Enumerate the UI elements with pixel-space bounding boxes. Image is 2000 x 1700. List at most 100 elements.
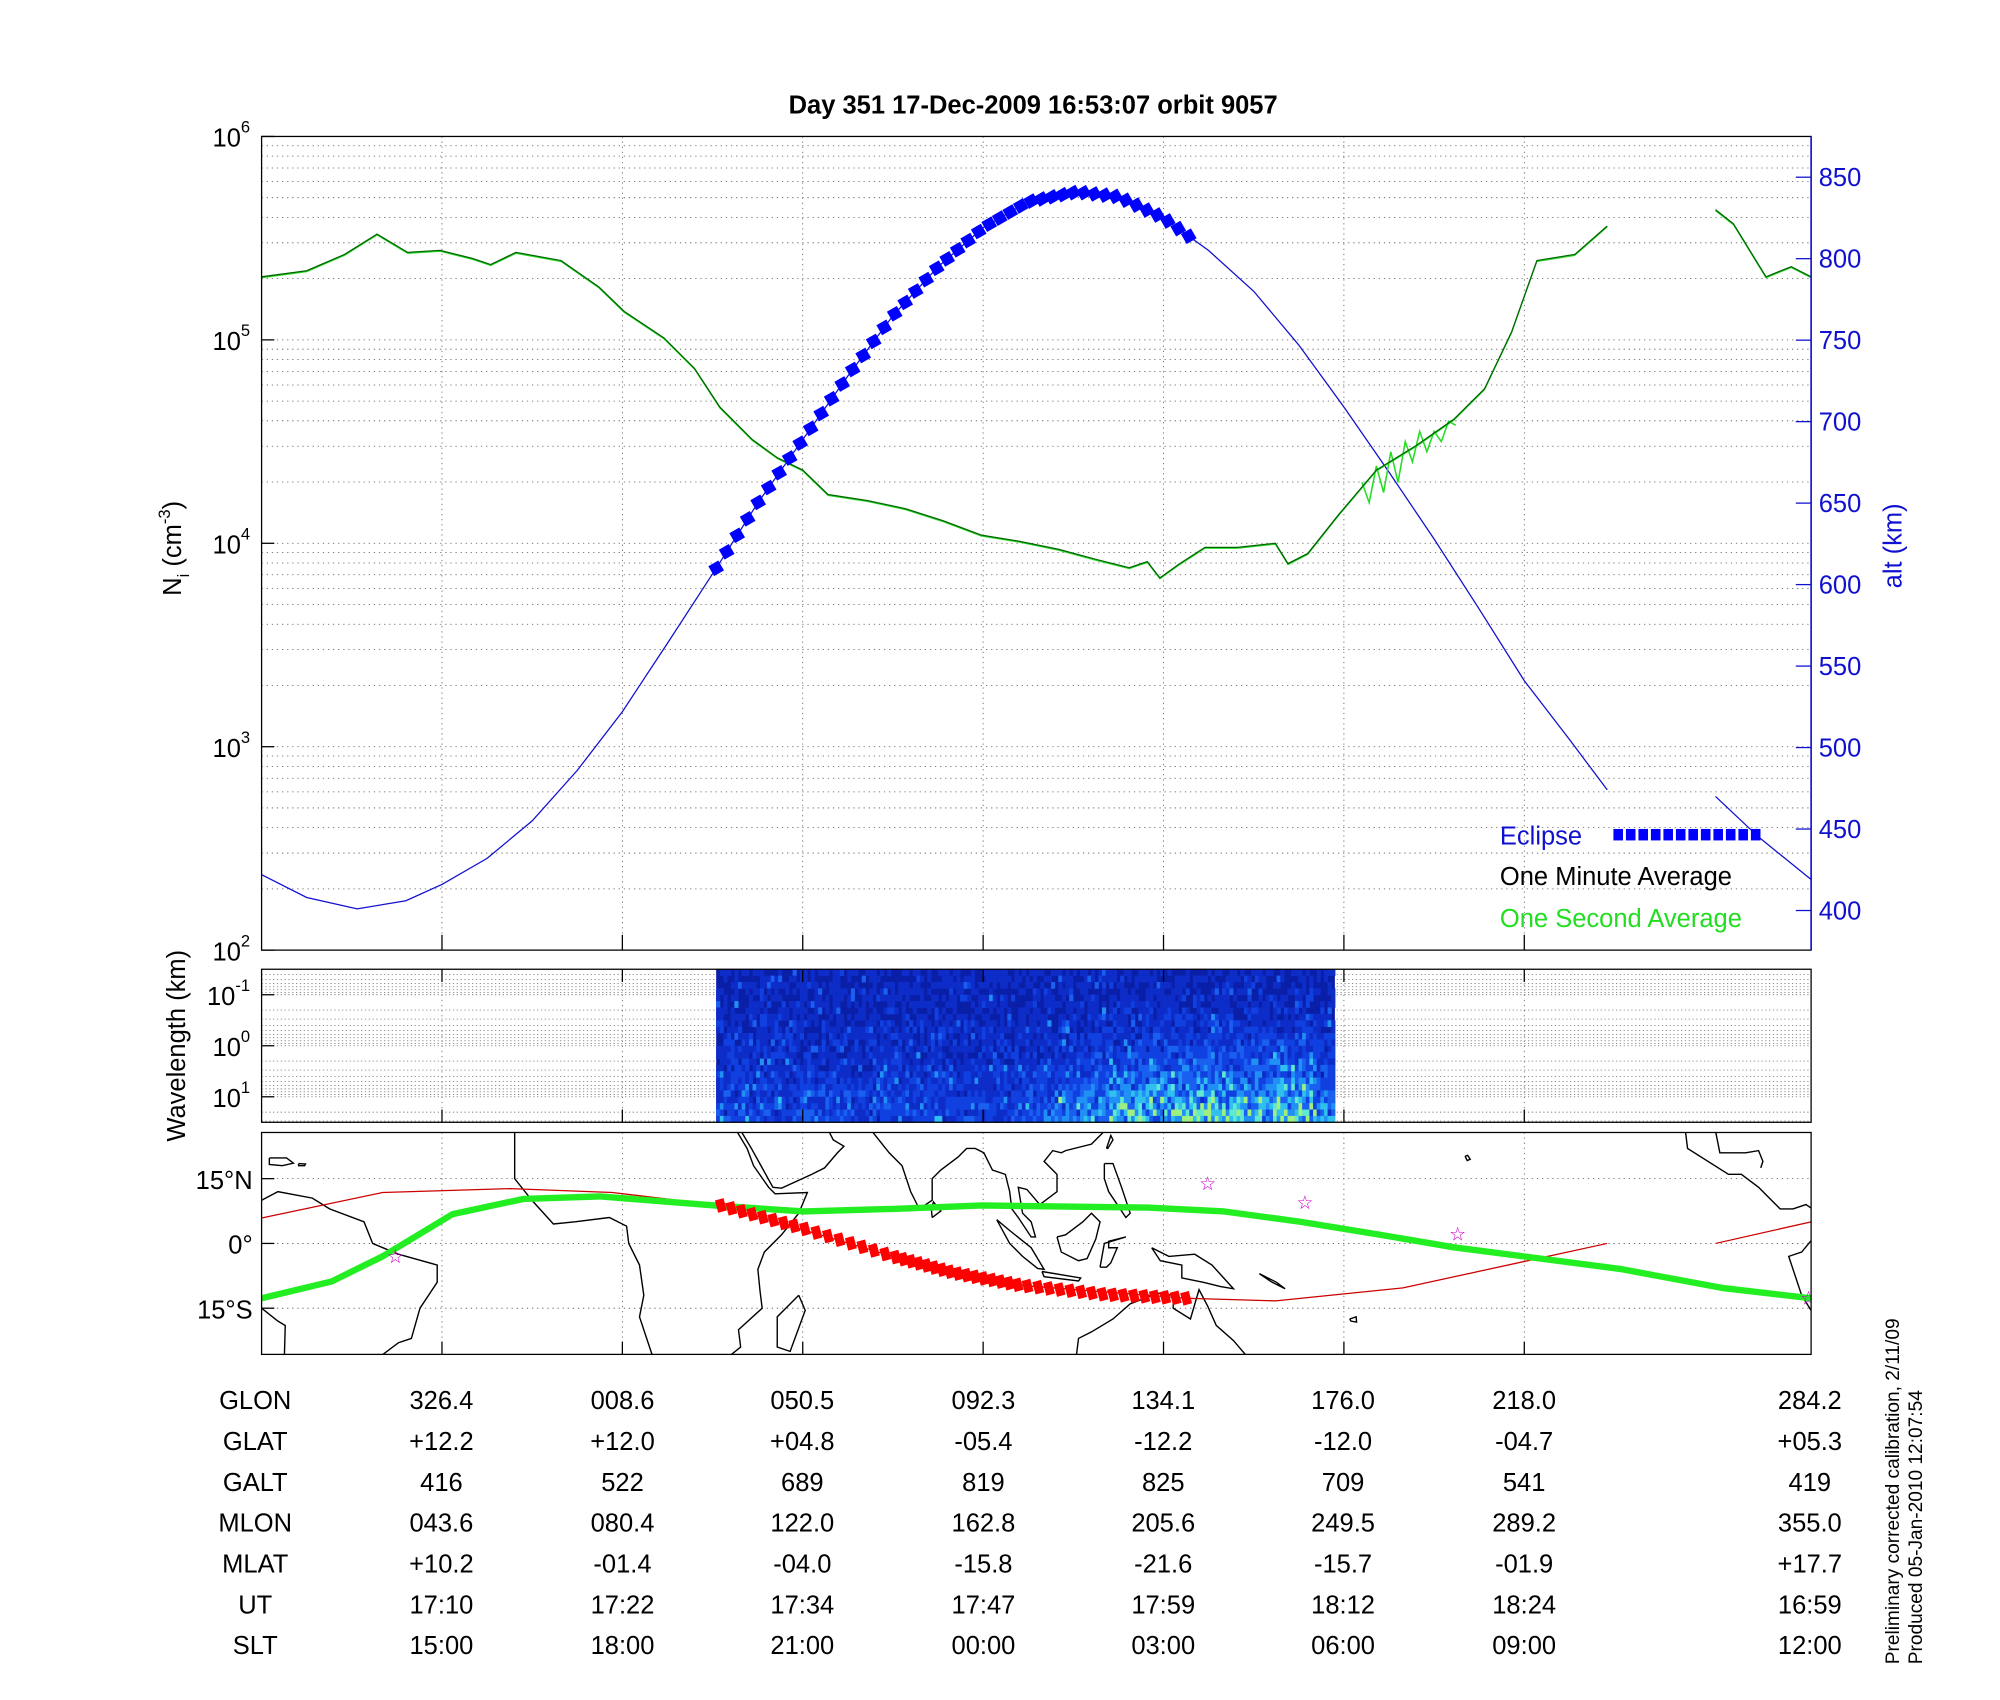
spectrogram-cell (919, 1115, 925, 1123)
spectrogram-cell (1123, 1071, 1128, 1079)
spectrogram-cell (1141, 1071, 1147, 1079)
spectrogram-cell (810, 1084, 815, 1091)
spectrogram-cell (1331, 1115, 1336, 1123)
spectrogram-cell (865, 1039, 870, 1047)
spectrogram-cell (1149, 1115, 1154, 1123)
spectrogram-cell (759, 1039, 764, 1047)
spectrogram-cell (1043, 1064, 1048, 1072)
spectrogram-cell (1083, 1103, 1088, 1110)
spectrogram-cell (785, 1052, 790, 1059)
spectrogram-cell (1225, 1077, 1230, 1085)
spectrogram-cell (905, 1039, 910, 1047)
spectrogram-cell (1083, 1096, 1088, 1104)
spectrogram-cell (1076, 1115, 1081, 1123)
spectrogram-cell (930, 1115, 936, 1123)
spectrogram-cell (1258, 1007, 1263, 1015)
spectrogram-cell (1280, 1020, 1285, 1028)
spectrogram-cell (792, 1026, 797, 1034)
spectrogram-cell (1138, 1109, 1143, 1117)
spectrogram-cell (1043, 1058, 1048, 1066)
spectrogram-cell (1010, 1103, 1016, 1110)
spectrogram-cell (1273, 981, 1278, 989)
spectrogram-cell (799, 975, 805, 983)
spectrogram-cell (770, 1071, 775, 1079)
spectrogram-cell (1189, 1020, 1194, 1028)
spectrogram-cell (1069, 1039, 1074, 1047)
spectrogram-cell (756, 1090, 761, 1098)
spectrogram-cell (1214, 1090, 1219, 1098)
spectrogram-cell (1174, 1058, 1179, 1066)
spectrogram-cell (1232, 1026, 1238, 1034)
spectrogram-cell (1112, 1071, 1118, 1079)
spectrogram-cell (1141, 1052, 1147, 1059)
spectrogram-cell (1131, 1001, 1136, 1008)
spectrogram-cell (1222, 1058, 1227, 1066)
spectrogram-cell (1076, 1001, 1081, 1008)
spectrogram-cell (1276, 1103, 1281, 1110)
spectrogram-cell (854, 1096, 859, 1104)
spectrogram-cell (1254, 1084, 1259, 1091)
spectrogram-cell (1083, 1077, 1088, 1085)
spectrogram-cell (1203, 1103, 1209, 1110)
spectrogram-cell (1134, 1001, 1139, 1008)
spectrogram-cell (1273, 1020, 1278, 1028)
spectrogram-cell (890, 994, 896, 1002)
spectrogram-cell (1178, 975, 1183, 983)
spectrogram-cell (869, 1001, 874, 1008)
spectrogram-cell (1240, 1058, 1245, 1066)
spectrogram-cell (1138, 1103, 1143, 1110)
spectrogram-cell (963, 1026, 968, 1034)
spectrogram-cell (1156, 1052, 1161, 1059)
spectrogram-cell (748, 1071, 754, 1079)
spectrogram-cell (1258, 1109, 1263, 1117)
spectrogram-cell (832, 969, 837, 977)
spectrogram-cell (1262, 1013, 1267, 1021)
spectrogram-cell (869, 1033, 874, 1040)
spectrogram-cell (1145, 1039, 1150, 1047)
spectrogram-cell (1101, 975, 1107, 983)
spectrogram-cell (1298, 1020, 1303, 1028)
spectrogram-cell (1302, 1103, 1307, 1110)
spectrogram-cell (1043, 1077, 1048, 1085)
legend-eclipse-square (1738, 828, 1748, 841)
spectrogram-cell (1072, 1109, 1077, 1117)
spectrogram-cell (1000, 1045, 1005, 1053)
spectrogram-cell (1160, 1039, 1165, 1047)
spectrogram-cell (1222, 988, 1227, 996)
spectrogram-cell (985, 969, 990, 977)
spectrogram-cell (1196, 1045, 1201, 1053)
spectrogram-cell (748, 1096, 754, 1104)
spectrogram-cell (1207, 969, 1212, 977)
spectrogram-cell (778, 994, 783, 1002)
spectrogram-cell (1280, 994, 1285, 1002)
spectrogram-cell (890, 1001, 896, 1008)
spectrogram-cell (1083, 981, 1088, 989)
spectrogram-cell (1069, 1084, 1074, 1091)
spectrogram-cell (1313, 1064, 1318, 1072)
table-cell: 043.6 (410, 1510, 474, 1538)
spectrogram-cell (1211, 1033, 1216, 1040)
spectrogram-cell (905, 1077, 910, 1085)
spectrogram-cell (872, 1064, 877, 1072)
spectrogram-cell (719, 988, 724, 996)
spectrogram-cell (1174, 1045, 1179, 1053)
spectrogram-cell (1000, 1090, 1005, 1098)
spectrogram-cell (767, 1084, 772, 1091)
table-row-label: UT (238, 1591, 272, 1619)
spectrogram-cell (821, 1096, 826, 1104)
spectrogram-cell (1120, 1013, 1125, 1021)
spectrogram-cell (792, 1007, 797, 1015)
spectrogram-cell (1051, 1103, 1056, 1110)
spectrogram-cell (1058, 1020, 1063, 1028)
spectrogram-cell (1327, 1052, 1332, 1059)
spectrogram-cell (912, 1115, 917, 1123)
spectrogram-cell (887, 994, 892, 1002)
spectrogram-cell (807, 1001, 812, 1008)
spectrogram-cell (839, 969, 845, 977)
spectrogram-cell (894, 1026, 899, 1034)
spectrogram-cell (1051, 1064, 1056, 1072)
spectrogram-cell (832, 975, 837, 983)
spectrogram-cell (716, 1096, 721, 1104)
spectrogram-cell (1080, 1052, 1085, 1059)
